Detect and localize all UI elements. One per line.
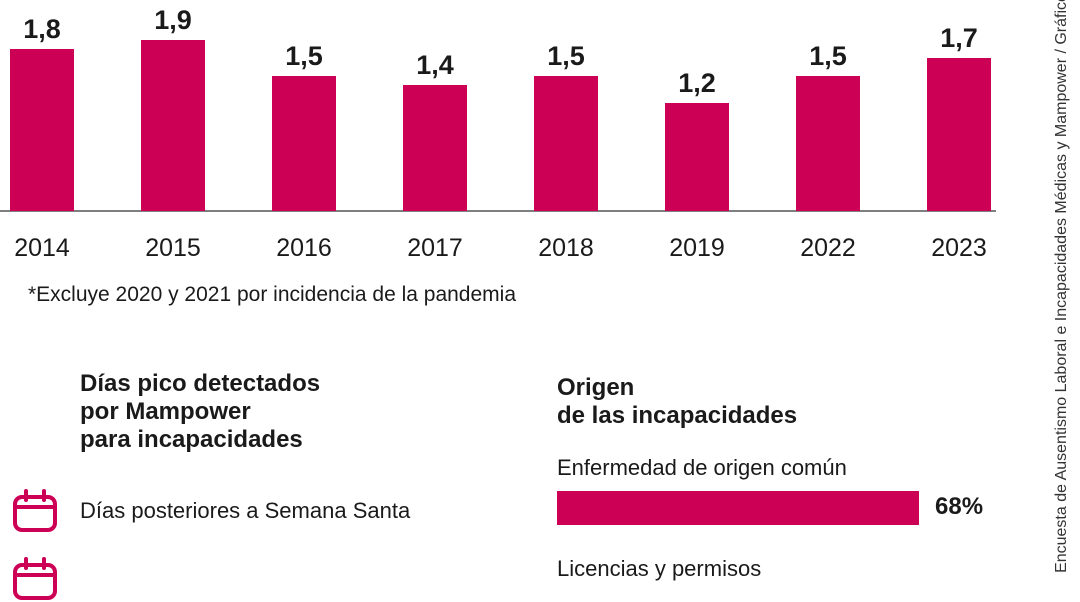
peak-days-title-line: Días pico detectados — [80, 370, 321, 397]
origin-item: Licencias y permisos — [557, 556, 997, 582]
x-tick-label: 2018 — [538, 234, 594, 262]
bar-2018 — [534, 76, 598, 211]
peak-day-label: Días posteriores a Semana Santa — [80, 498, 411, 523]
bar-value-label: 1,2 — [678, 68, 716, 98]
peak-day-item: Días posteriores a Semana Santa — [12, 488, 410, 534]
origin-item-label: Enfermedad de origen común — [557, 455, 847, 480]
origin-item: Enfermedad de origen común 68% — [557, 455, 997, 525]
peak-day-item — [12, 556, 80, 602]
origin-bar-fill — [557, 491, 919, 525]
bar-value-label: 1,8 — [23, 14, 61, 44]
source-text: Encuesta de Ausentismo Laboral e Incapac… — [1053, 0, 1070, 573]
bar-value-label: 1,4 — [416, 50, 454, 80]
bar-2014 — [10, 49, 74, 211]
peak-days-title-line: por Mampower — [80, 398, 251, 425]
peak-days-title-line: para incapacidades — [80, 426, 303, 453]
x-tick-label: 2017 — [407, 234, 463, 262]
peak-days-title: Días pico detectados por Mampower para i… — [80, 370, 380, 454]
x-tick-label: 2014 — [14, 234, 70, 262]
x-tick-label: 2015 — [145, 234, 201, 262]
origin-bar-track: 68% — [557, 491, 997, 525]
origin-title: Origen de las incapacidades — [557, 374, 857, 430]
bar-2016 — [272, 76, 336, 211]
bar-chart: 1,8 2014 1,9 2015 1,5 2016 1,4 2017 1,5 2018 1,2 20… — [0, 5, 996, 262]
calendar-icon — [13, 489, 57, 532]
bar-value-label: 1,5 — [547, 41, 585, 71]
bar-2017 — [403, 85, 467, 211]
x-tick-label: 2019 — [669, 234, 725, 262]
bar-value-label: 1,9 — [154, 5, 192, 35]
bar-2019 — [665, 103, 729, 211]
bar-value-label: 1,5 — [809, 41, 847, 71]
x-tick-label: 2022 — [800, 234, 856, 262]
origin-title-line: de las incapacidades — [557, 402, 798, 429]
bar-value-label: 1,5 — [285, 41, 323, 71]
bar-2022 — [796, 76, 860, 211]
x-tick-label: 2023 — [931, 234, 987, 262]
bar-value-label: 1,7 — [940, 23, 978, 53]
origin-item-label: Licencias y permisos — [557, 556, 762, 581]
calendar-icon — [13, 557, 57, 600]
bar-2023 — [927, 58, 991, 211]
origin-title-line: Origen — [557, 374, 635, 401]
x-tick-label: 2016 — [276, 234, 332, 262]
bar-2015 — [141, 40, 205, 211]
footnote: *Excluye 2020 y 2021 por incidencia de l… — [28, 283, 516, 306]
origin-bar-value: 68% — [935, 493, 984, 520]
